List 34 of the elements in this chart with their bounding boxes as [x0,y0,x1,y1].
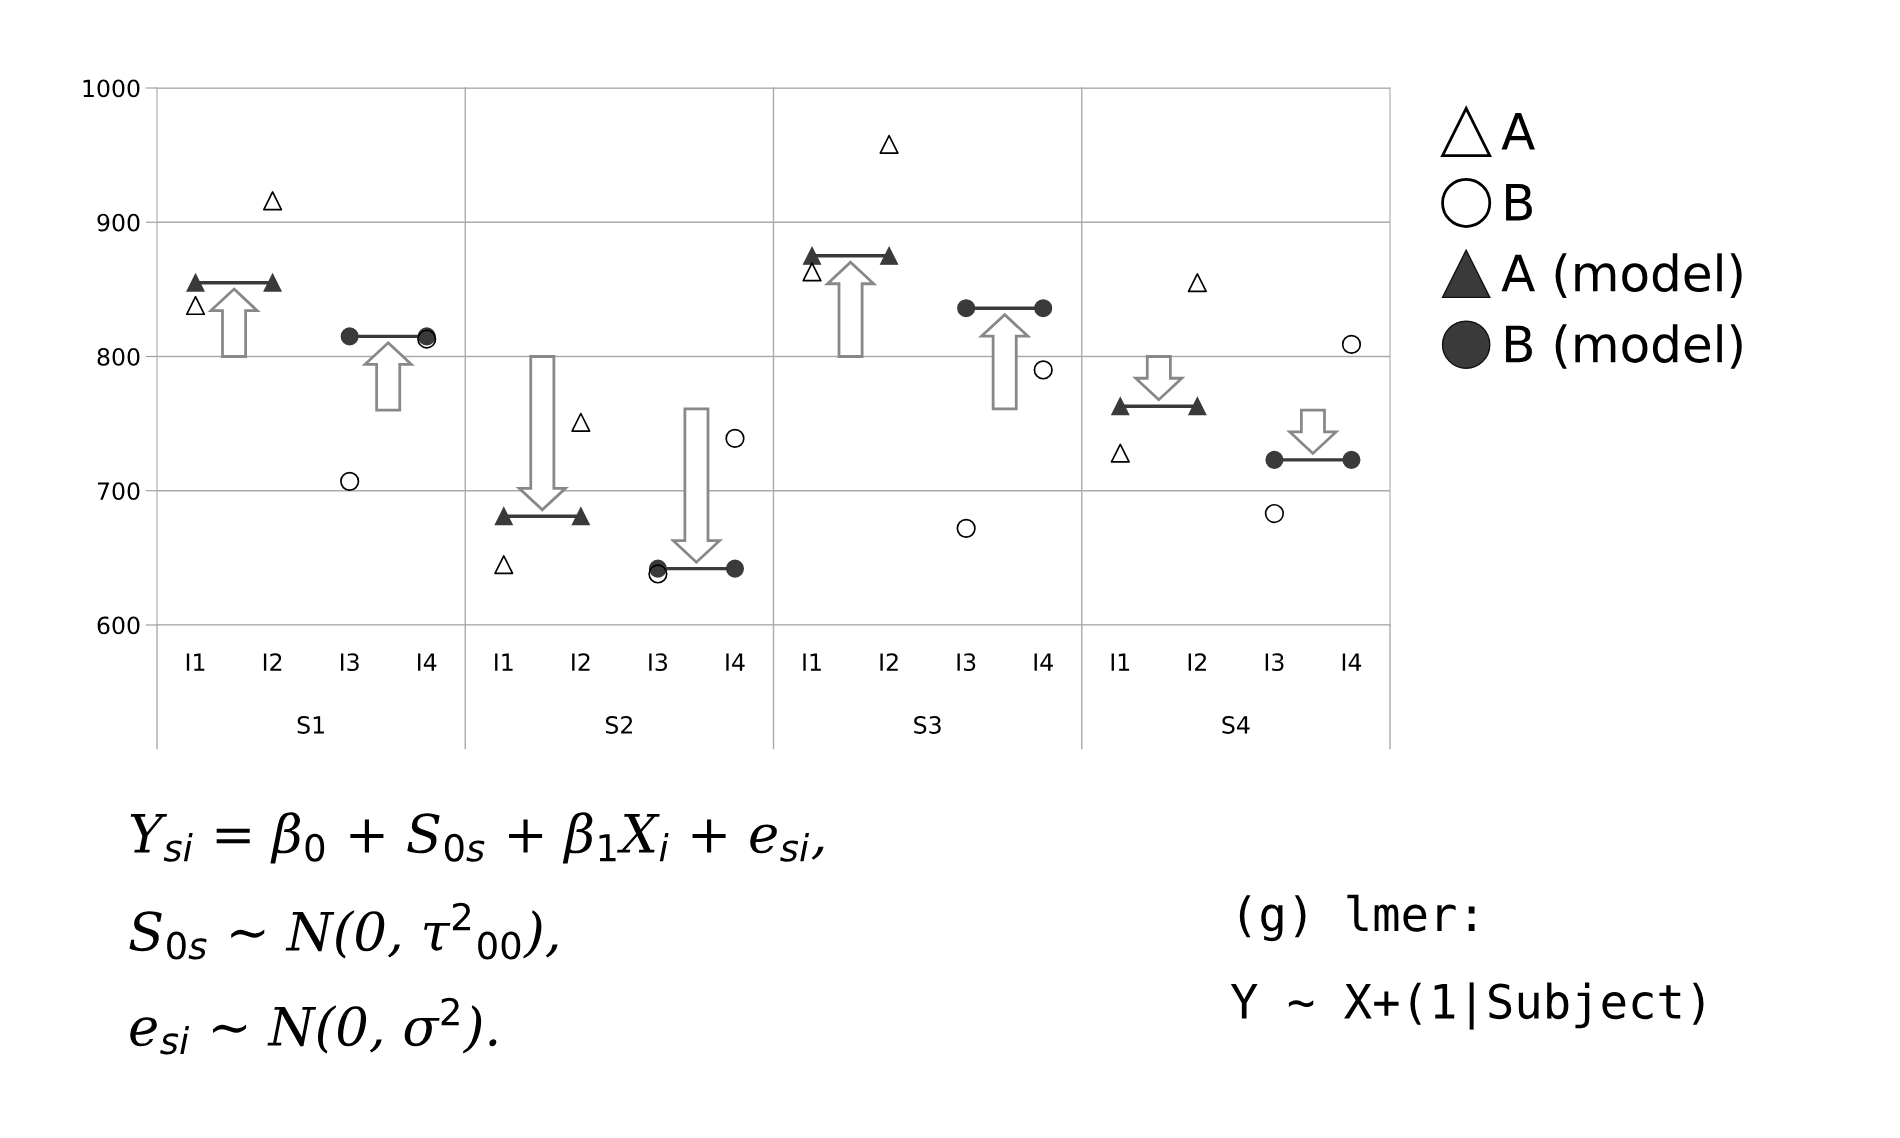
y-tick-label: 600 [97,616,140,635]
x-tick-label: I2 [572,653,590,671]
y-tick-label: 900 [97,213,140,232]
x-tick-label: I1 [1111,653,1130,671]
x-tick-label: I3 [1265,653,1284,672]
text: S$_{0s}$ ∼ N(0, τ$^{2}$$_{00}$), [129,902,558,960]
y-tick-label: 700 [97,482,140,501]
y-tick-label: 800 [97,347,140,366]
x-tick-label: I4 [1342,653,1362,671]
text: e$_{si}$ ∼ N(0, σ$^{2}$). [130,997,497,1055]
x-tick-label: I4 [1034,653,1053,671]
x-tick-label: I2 [263,653,282,671]
x-tick-label: I1 [186,653,205,671]
legend-label: A [1501,113,1535,150]
legend-label: B [1506,183,1532,221]
text: (g) lmer: [1239,894,1475,942]
x-tick-label: I1 [803,653,821,671]
text: S1 [297,716,324,734]
x-tick-label: I3 [957,653,976,672]
text: S3 [914,716,941,734]
x-tick-label: I4 [726,653,745,671]
legend-label: B (model) [1506,324,1742,369]
text: S4 [1222,716,1250,734]
legend-label: A (model) [1501,253,1742,298]
x-tick-label: I2 [880,653,898,671]
y-tick-label: 1000 [83,79,140,98]
text: Y ∼ X+(1|Subject) [1230,982,1704,1030]
text: S2 [605,716,633,734]
x-tick-label: I4 [418,653,437,671]
x-tick-label: I3 [649,653,668,672]
x-tick-label: I1 [495,653,513,671]
text: Y$_{si}$ = β$_{0}$ + S$_{0s}$ + β$_{1}$X$_{i}$ + e$_{si}$, [130,812,824,864]
x-tick-label: I2 [1188,653,1206,671]
x-tick-label: I3 [340,653,359,672]
